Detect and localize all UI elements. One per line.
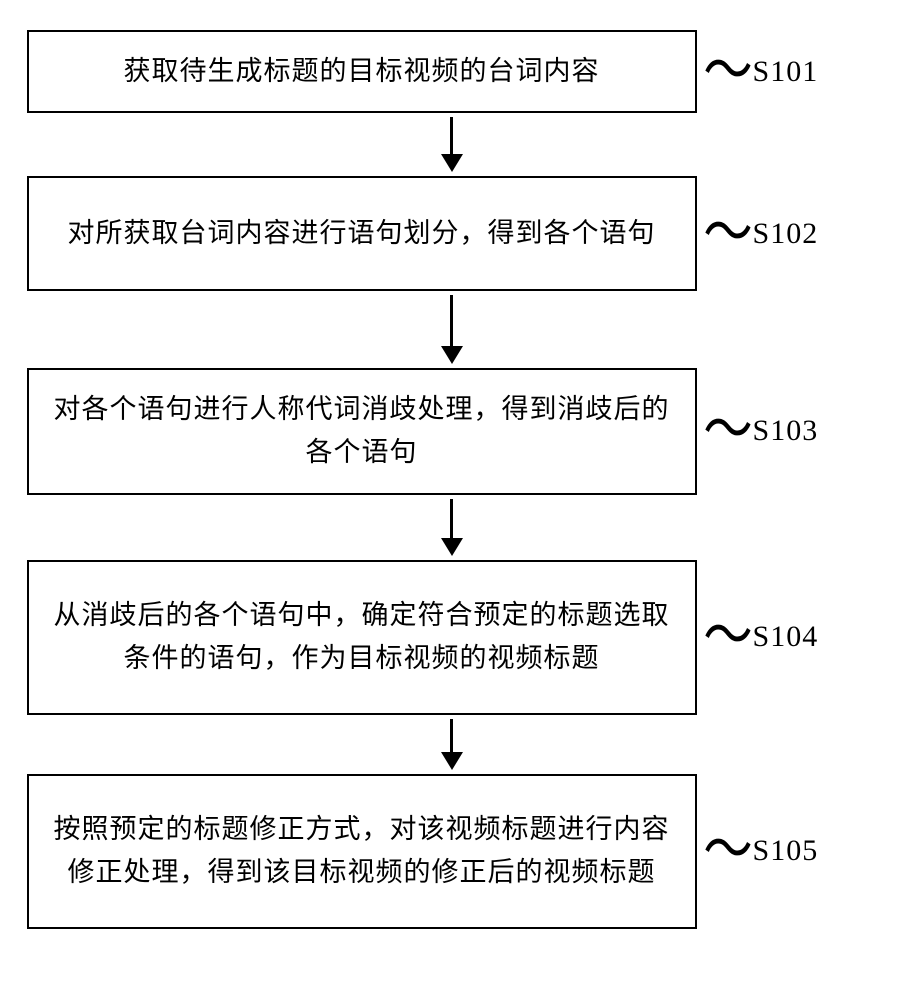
step-label-wrap: 〜 S102 xyxy=(709,215,849,253)
step-label-wrap: 〜 S104 xyxy=(709,618,849,656)
arrow-wrap xyxy=(117,499,787,556)
step-row: 对所获取台词内容进行语句划分，得到各个语句 〜 S102 xyxy=(27,176,877,291)
step-box-s104: 从消歧后的各个语句中，确定符合预定的标题选取条件的语句，作为目标视频的视频标题 xyxy=(27,560,697,715)
step-label: S104 xyxy=(753,620,819,654)
tilde-connector: 〜 xyxy=(703,203,752,264)
step-box-s105: 按照预定的标题修正方式，对该视频标题进行内容修正处理，得到该目标视频的修正后的视… xyxy=(27,774,697,929)
flowchart-container: 获取待生成标题的目标视频的台词内容 〜 S101 对所获取台词内容进行语句划分，… xyxy=(27,30,877,929)
step-row: 获取待生成标题的目标视频的台词内容 〜 S101 xyxy=(27,30,877,113)
tilde-connector: 〜 xyxy=(703,401,752,462)
arrow-down-icon xyxy=(441,117,463,172)
step-row: 对各个语句进行人称代词消歧处理，得到消歧后的各个语句 〜 S103 xyxy=(27,368,877,494)
arrow-down-icon xyxy=(441,719,463,770)
step-label: S103 xyxy=(753,414,819,448)
step-box-s101: 获取待生成标题的目标视频的台词内容 xyxy=(27,30,697,113)
step-label-wrap: 〜 S101 xyxy=(709,53,849,91)
step-label-wrap: 〜 S105 xyxy=(709,832,849,870)
tilde-connector: 〜 xyxy=(703,821,752,882)
arrow-wrap xyxy=(117,719,787,770)
tilde-connector: 〜 xyxy=(703,607,752,668)
arrow-down-icon xyxy=(441,499,463,556)
step-row: 从消歧后的各个语句中，确定符合预定的标题选取条件的语句，作为目标视频的视频标题 … xyxy=(27,560,877,715)
arrow-down-icon xyxy=(441,295,463,364)
step-box-s103: 对各个语句进行人称代词消歧处理，得到消歧后的各个语句 xyxy=(27,368,697,494)
step-label: S102 xyxy=(753,217,819,251)
arrow-wrap xyxy=(117,117,787,172)
step-box-s102: 对所获取台词内容进行语句划分，得到各个语句 xyxy=(27,176,697,291)
tilde-connector: 〜 xyxy=(703,41,752,102)
arrow-wrap xyxy=(117,295,787,364)
step-label: S105 xyxy=(753,834,819,868)
step-label-wrap: 〜 S103 xyxy=(709,412,849,450)
step-label: S101 xyxy=(753,55,819,89)
step-row: 按照预定的标题修正方式，对该视频标题进行内容修正处理，得到该目标视频的修正后的视… xyxy=(27,774,877,929)
